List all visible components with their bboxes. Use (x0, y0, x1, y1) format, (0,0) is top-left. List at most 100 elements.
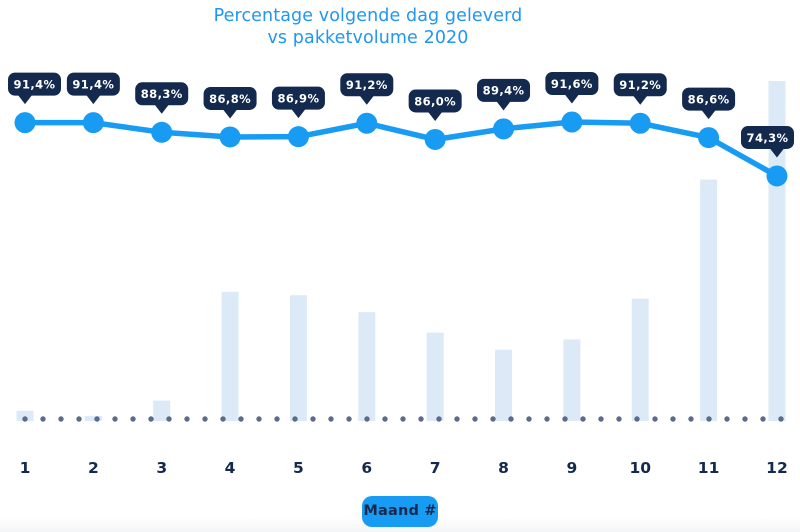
tooltip-pointer (564, 94, 579, 104)
x-axis-label: 8 (498, 459, 509, 477)
data-label-text: 91,4% (14, 77, 56, 91)
line-point-marker (561, 111, 583, 133)
tooltip-pointer (769, 148, 784, 158)
baseline-dot (220, 416, 226, 422)
tooltip-pointer (701, 110, 716, 120)
data-label-tooltip (340, 73, 394, 97)
baseline-dot (364, 416, 370, 422)
line-point-marker (698, 127, 720, 149)
baseline-dot (166, 416, 172, 422)
baseline-dot (760, 416, 766, 422)
baseline-dot (418, 416, 424, 422)
x-axis-label: 4 (225, 459, 236, 477)
baseline-dot (724, 416, 730, 422)
baseline-dot (670, 416, 676, 422)
baseline-dot (778, 416, 784, 422)
volume-bar (84, 415, 102, 421)
chart-title: Percentage volgende dag geleverd vs pakk… (0, 5, 736, 49)
volume-bar (289, 295, 307, 421)
line-point-marker (493, 118, 515, 140)
baseline-dot (310, 416, 316, 422)
data-label-text: 74,3% (747, 131, 789, 145)
x-axis-label: 6 (361, 459, 372, 477)
volume-bar (495, 349, 513, 421)
data-label-text: 91,2% (346, 78, 388, 92)
data-label-text: 86,6% (688, 92, 730, 106)
data-label-text: 91,6% (551, 77, 593, 91)
data-label-text: 86,8% (209, 92, 251, 106)
baseline-dot (238, 416, 244, 422)
volume-bar (631, 298, 649, 421)
data-label-tooltip (545, 72, 599, 95)
line-point-marker (766, 165, 788, 187)
data-label-tooltip (408, 89, 462, 113)
data-label-text: 88,3% (141, 87, 183, 101)
x-axis-label: 7 (430, 459, 441, 477)
baseline-dot (562, 416, 568, 422)
tooltip-pointer (428, 111, 443, 121)
baseline-dot (346, 416, 352, 422)
tooltip-pointer (496, 101, 511, 111)
line-point-marker (424, 128, 446, 150)
baseline-dot (292, 416, 298, 422)
baseline-dot (634, 416, 640, 422)
baseline-dot (544, 416, 550, 422)
baseline-dot (130, 416, 136, 422)
data-label-tooltip (135, 82, 189, 106)
data-label-text: 91,4% (72, 77, 114, 91)
volume-bar (563, 339, 581, 421)
volume-bar (221, 291, 239, 421)
x-axis-label: 5 (293, 459, 304, 477)
baseline-dot (328, 416, 334, 422)
line-point-marker (82, 112, 104, 134)
tooltip-pointer (154, 104, 169, 114)
tooltip-pointer (223, 109, 238, 119)
x-axis-label: 3 (156, 459, 167, 477)
line-point-marker (14, 112, 36, 134)
line-point-marker (151, 121, 173, 143)
data-label-tooltip (682, 87, 736, 111)
percentage-line (22, 119, 780, 179)
data-label-text: 86,9% (277, 91, 319, 105)
volume-bar (700, 179, 718, 421)
data-label-tooltip (741, 125, 794, 149)
tooltip-pointer (18, 95, 32, 105)
baseline-dot (454, 416, 460, 422)
data-label-text: 89,4% (483, 84, 525, 98)
baseline-dot (598, 416, 604, 422)
x-axis-label: 9 (566, 459, 577, 477)
tooltip-pointer (633, 95, 648, 105)
baseline-dot (148, 416, 154, 422)
baseline-dot (526, 416, 532, 422)
baseline-dot (400, 416, 406, 422)
tooltip-pointer (86, 95, 101, 105)
chart-title-line2: vs pakketvolume 2020 (267, 28, 469, 48)
volume-bar (153, 400, 171, 421)
volume-bar (16, 410, 34, 421)
data-label-tooltip (8, 72, 61, 96)
x-axis-label: 2 (88, 459, 99, 477)
line-point-marker (629, 112, 651, 134)
chart-title-line1: Percentage volgende dag geleverd (213, 6, 523, 26)
data-label-text: 91,2% (619, 78, 661, 92)
baseline-dot (382, 416, 388, 422)
x-axis-label: 12 (766, 459, 788, 477)
data-label-text: 86,0% (414, 94, 456, 108)
x-axis-title-badge: Maand # (362, 496, 438, 527)
x-axis-label: 11 (698, 459, 720, 477)
data-label-tooltip (203, 86, 257, 110)
baseline-dot (184, 416, 190, 422)
data-label-tooltip (477, 78, 531, 102)
tooltip-pointer (291, 109, 306, 119)
baseline-dot (742, 416, 748, 422)
baseline-dot (112, 416, 118, 422)
baseline-dot (490, 416, 496, 422)
baseline-dot (274, 416, 280, 422)
baseline-dot (580, 416, 586, 422)
baseline-dot (508, 416, 514, 422)
volume-bar (768, 81, 786, 421)
baseline-dot (202, 416, 208, 422)
tooltip-pointer (359, 95, 374, 105)
baseline-dot (652, 416, 658, 422)
